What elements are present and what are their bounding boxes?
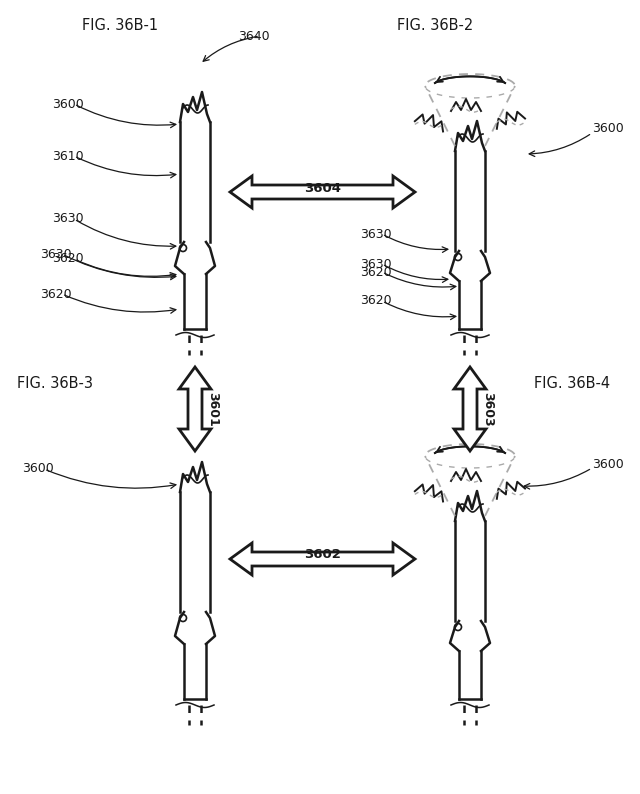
Text: FIG. 36B-2: FIG. 36B-2 bbox=[397, 18, 473, 33]
Text: 3600: 3600 bbox=[592, 457, 624, 471]
Text: 3630: 3630 bbox=[52, 213, 84, 225]
Text: 3600: 3600 bbox=[52, 98, 84, 110]
Text: 3600: 3600 bbox=[592, 122, 624, 136]
Polygon shape bbox=[230, 543, 415, 575]
Text: 3603: 3603 bbox=[481, 391, 494, 426]
Text: 3604: 3604 bbox=[304, 182, 341, 195]
Text: 3620: 3620 bbox=[360, 265, 392, 279]
Text: 3630: 3630 bbox=[360, 257, 392, 271]
Text: 3601: 3601 bbox=[206, 391, 219, 426]
Text: 3620: 3620 bbox=[52, 252, 84, 265]
Text: 3640: 3640 bbox=[238, 29, 269, 43]
Text: 3600: 3600 bbox=[22, 462, 54, 476]
Polygon shape bbox=[179, 367, 211, 451]
Text: FIG. 36B-4: FIG. 36B-4 bbox=[534, 376, 610, 391]
Text: FIG. 36B-1: FIG. 36B-1 bbox=[82, 18, 158, 33]
Text: 3620: 3620 bbox=[360, 295, 392, 307]
Text: FIG. 36B-3: FIG. 36B-3 bbox=[17, 376, 93, 391]
Text: 3630: 3630 bbox=[40, 248, 72, 260]
Text: 3630: 3630 bbox=[360, 228, 392, 241]
Text: 3620: 3620 bbox=[40, 287, 72, 300]
Polygon shape bbox=[230, 176, 415, 208]
Text: 3602: 3602 bbox=[304, 549, 341, 561]
Text: 3610: 3610 bbox=[52, 149, 84, 163]
Polygon shape bbox=[454, 367, 486, 451]
